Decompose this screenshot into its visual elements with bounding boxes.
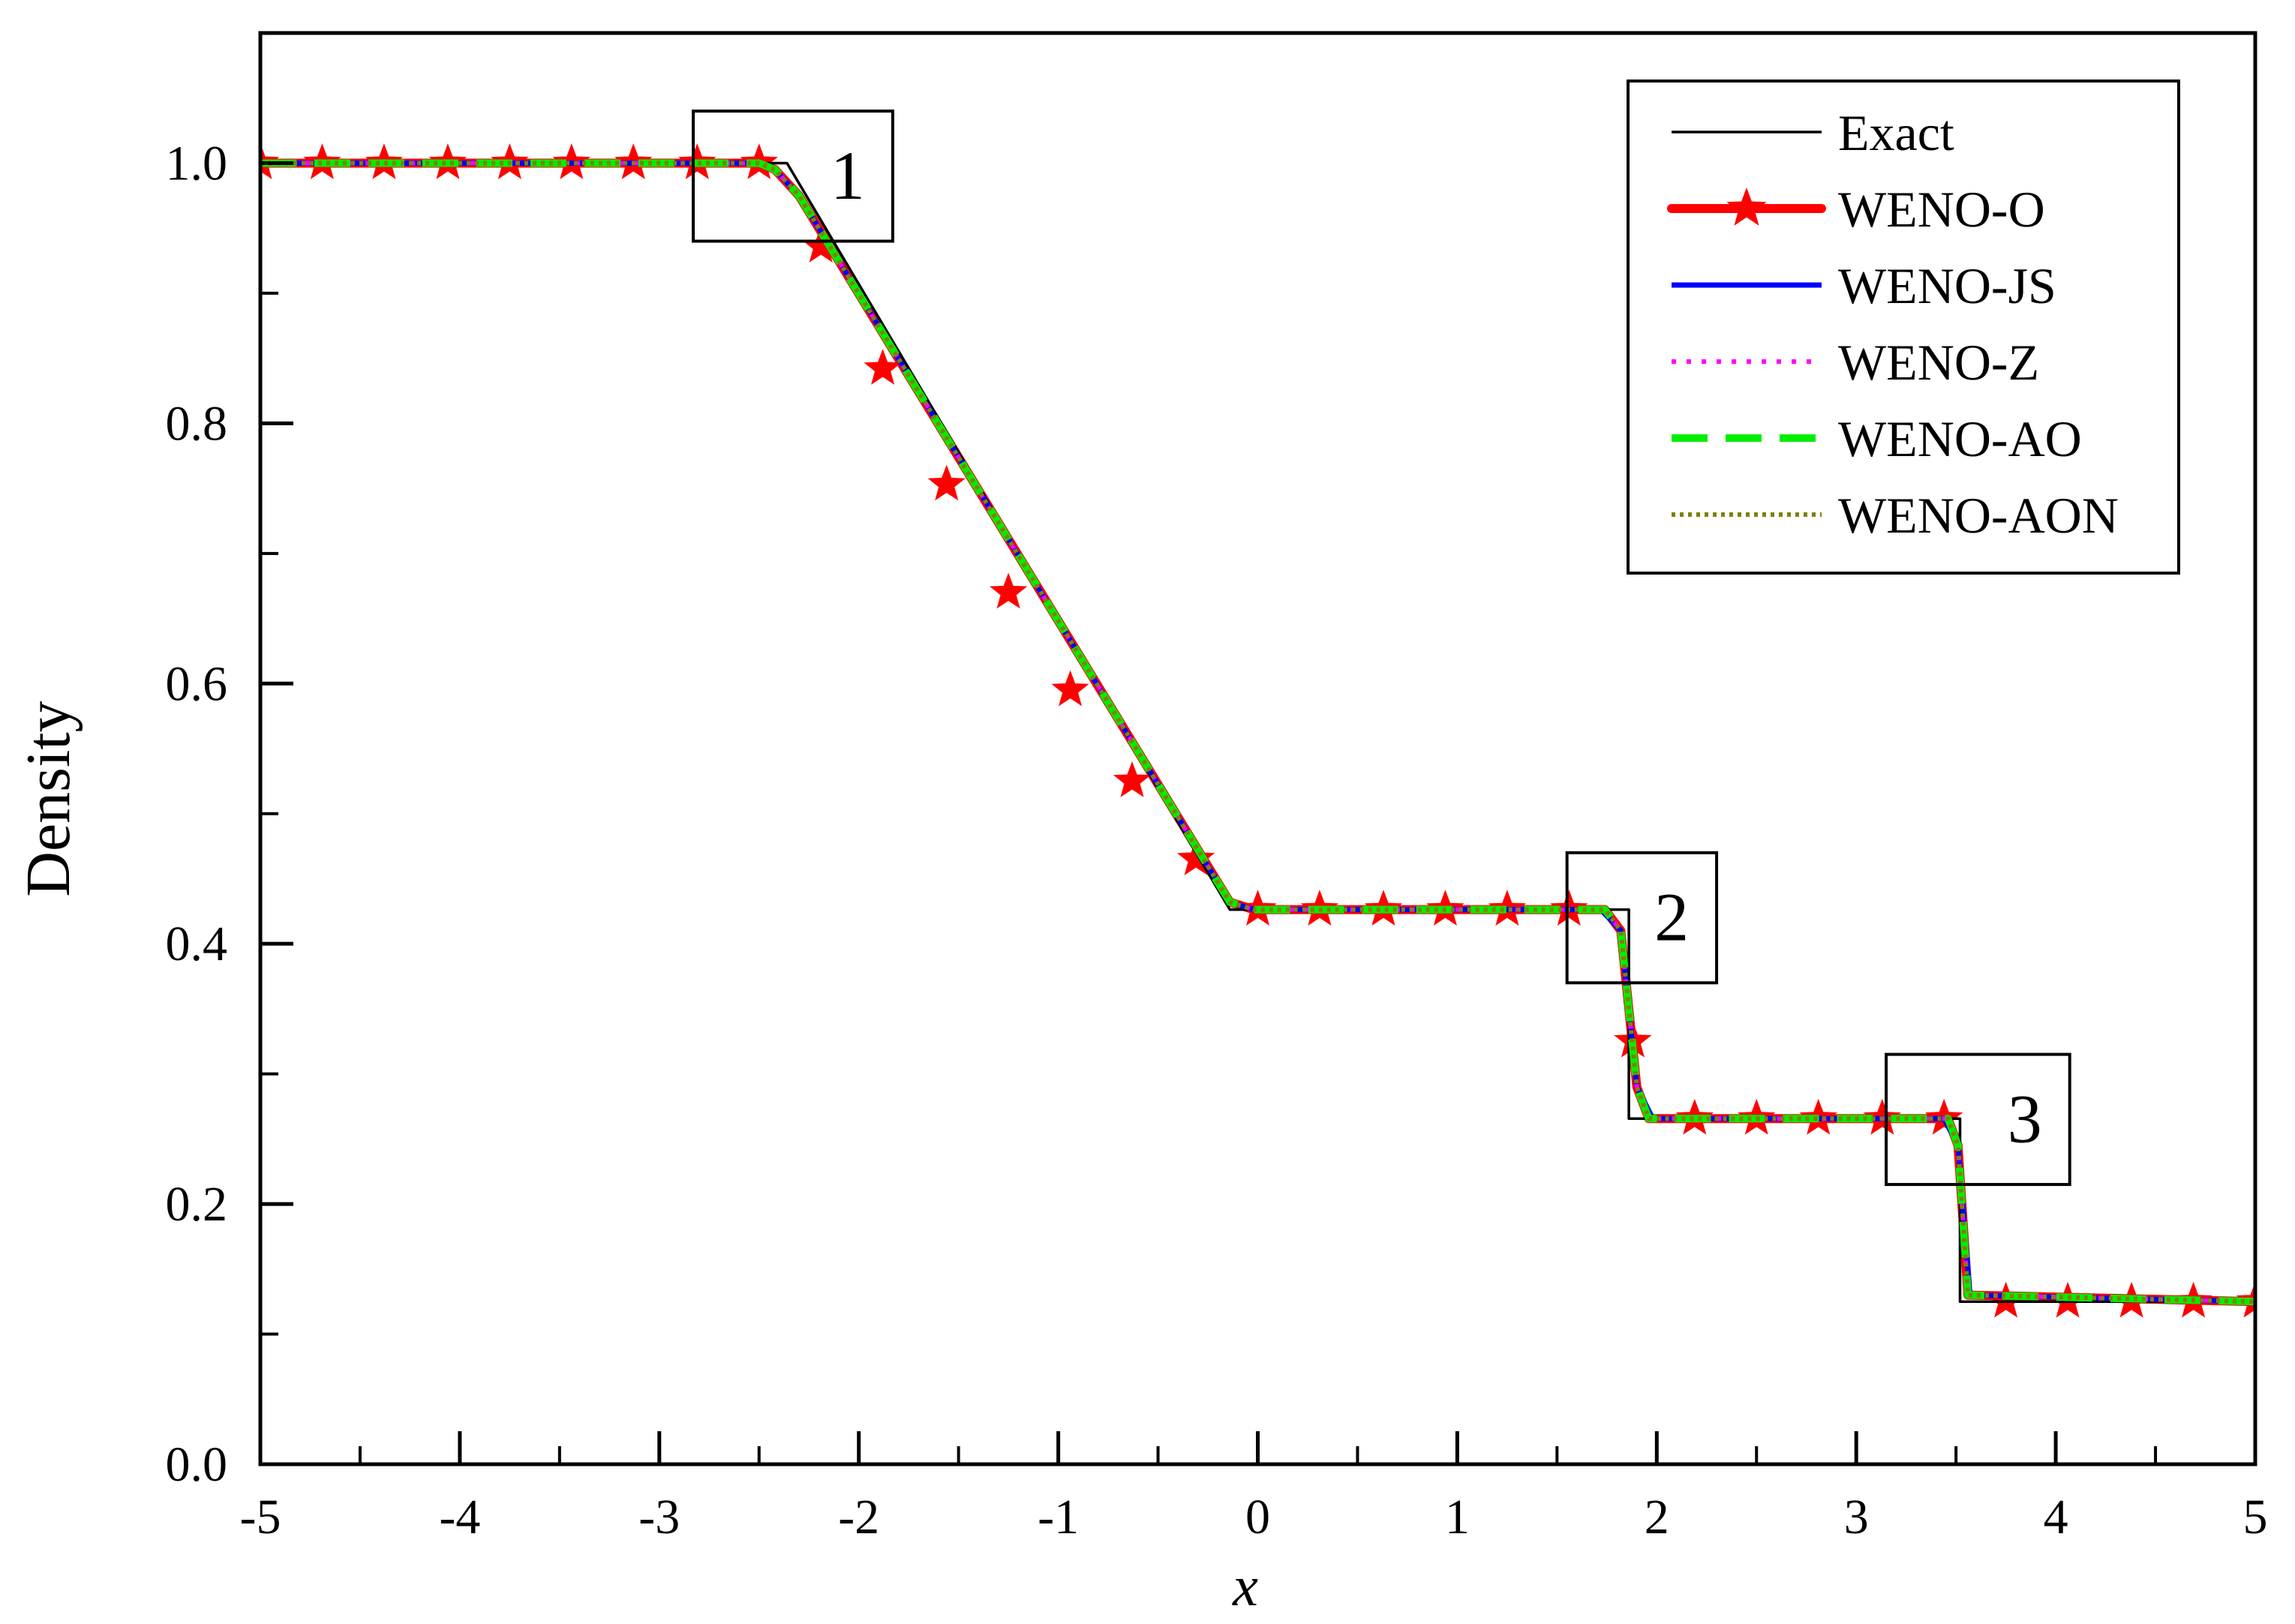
star-marker: [927, 464, 966, 501]
y-tick-label: 0.2: [166, 1177, 228, 1232]
legend-label: WENO-O: [1838, 181, 2045, 238]
x-tick-label: 3: [1844, 1490, 1869, 1544]
y-tick-label: 0.8: [166, 396, 228, 451]
legend-label: Exact: [1838, 104, 1954, 161]
y-tick-label: 0.6: [166, 656, 228, 711]
y-tick-label: 0.4: [166, 917, 228, 971]
y-axis-label: Density: [14, 701, 83, 896]
zoom-box-label-2: 2: [1654, 878, 1689, 955]
y-tick-label: 0.0: [166, 1437, 228, 1492]
x-tick-label: 5: [2243, 1490, 2268, 1544]
legend-entry-weno-aon: WENO-AON: [1672, 487, 2119, 544]
zoom-box-2: [1565, 851, 1719, 985]
x-axis-label: x: [1232, 1555, 1258, 1618]
zoom-box-3: [1885, 1052, 2071, 1187]
x-tick-label: 0: [1245, 1490, 1270, 1544]
star-marker: [1176, 839, 1215, 875]
x-tick-label: -3: [638, 1490, 680, 1544]
legend: Exact WENO-O WENO-JS WENO-Z WENO-AO WENO-AON: [1627, 80, 2180, 575]
legend-label: WENO-Z: [1838, 334, 2039, 391]
legend-label: WENO-AO: [1838, 410, 2082, 467]
zoom-box-1: [692, 110, 894, 243]
series-line-weno-aon: [260, 161, 2255, 1304]
legend-frame: [1627, 80, 2180, 575]
legend-label: WENO-AON: [1838, 487, 2119, 544]
star-marker: [989, 572, 1028, 609]
legend-entry-exact: Exact: [1672, 104, 1954, 161]
x-tick-label: 1: [1445, 1490, 1470, 1544]
x-tick-label: -2: [838, 1490, 879, 1544]
annotation-layer: 1 2 3: [692, 110, 2071, 1187]
zoom-box-label-3: 3: [2008, 1080, 2042, 1157]
x-tick-label: -4: [439, 1490, 480, 1544]
x-tick-label: 4: [2044, 1490, 2068, 1544]
legend-entry-weno-ao: WENO-AO: [1672, 410, 2082, 467]
legend-entry-weno-z: WENO-Z: [1672, 334, 2039, 391]
series-layer: [260, 143, 2255, 1318]
star-marker: [1113, 761, 1152, 797]
legend-star-marker: [1726, 188, 1767, 226]
star-marker: [1051, 670, 1089, 707]
series-weno-aon: [260, 161, 2255, 1304]
legend-entry-weno-o: WENO-O: [1667, 181, 2045, 238]
x-tick-label: -5: [240, 1490, 281, 1544]
star-marker: [864, 349, 902, 385]
y-tick-label: 1.0: [166, 136, 228, 191]
legend-label: WENO-JS: [1838, 257, 2056, 314]
axis-layer: -5 -4 -3 -2 -1 0 1 2 3 4 5 0.0 0.2 0.4 0.6 0.8 1.0: [166, 136, 2268, 1544]
x-tick-label: -1: [1038, 1490, 1079, 1544]
zoom-box-label-1: 1: [831, 137, 865, 214]
legend-entry-weno-js: WENO-JS: [1672, 257, 2056, 314]
x-tick-label: 2: [1645, 1490, 1669, 1544]
